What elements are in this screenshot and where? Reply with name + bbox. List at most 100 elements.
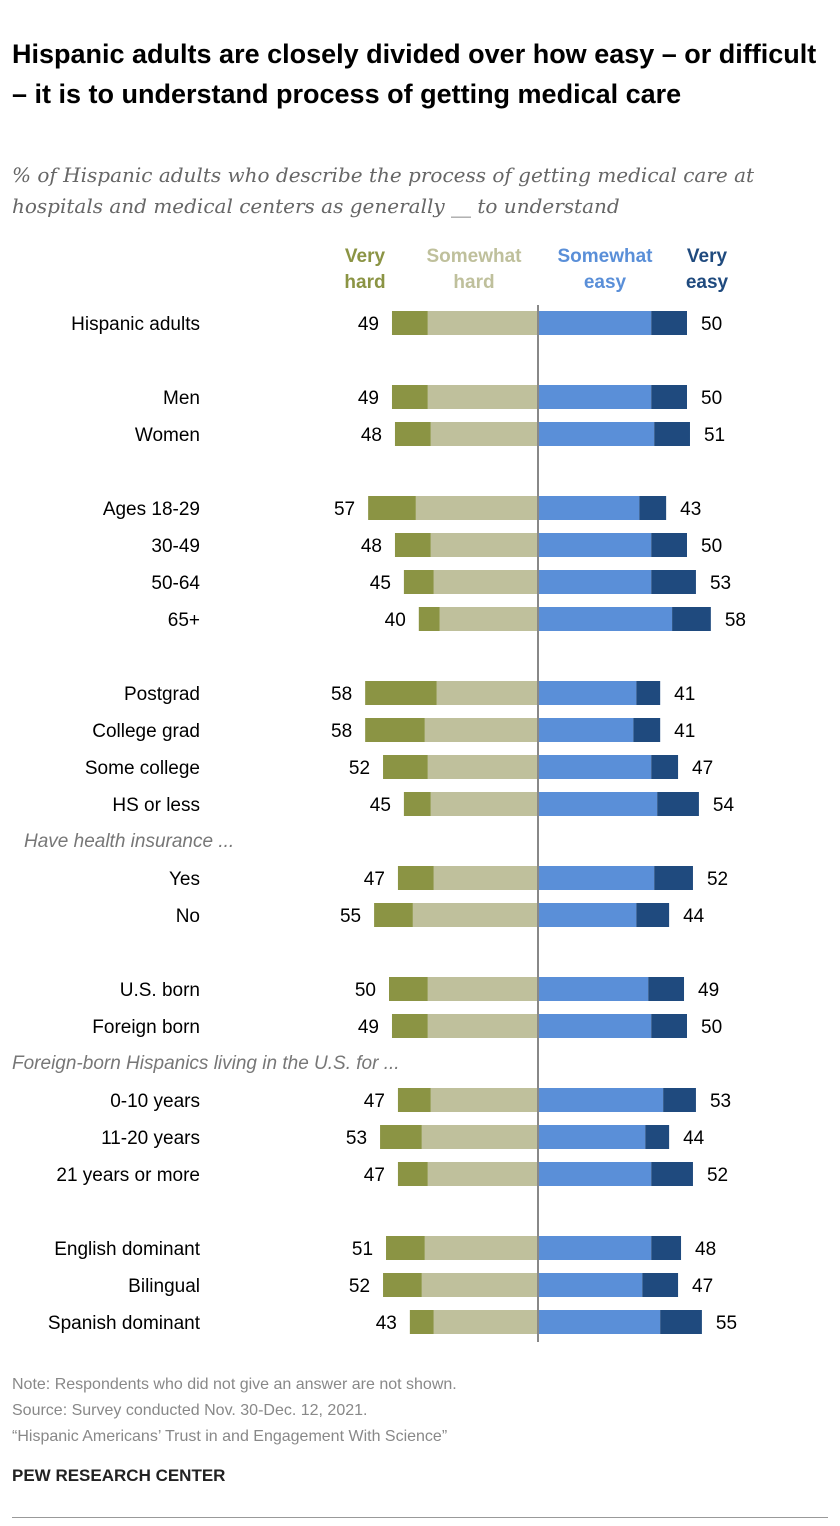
easy-total-label: 47 bbox=[692, 758, 713, 779]
hard-total-label: 52 bbox=[349, 1276, 370, 1297]
bar-very-hard bbox=[403, 570, 434, 594]
easy-total-label: 50 bbox=[701, 388, 722, 409]
easy-total-label: 49 bbox=[698, 980, 719, 1001]
bar-very-easy bbox=[633, 718, 661, 742]
bar-somewhat-easy bbox=[538, 1125, 646, 1149]
easy-total-label: 47 bbox=[692, 1276, 713, 1297]
bar-somewhat-hard bbox=[433, 866, 538, 890]
row-label: Some college bbox=[85, 758, 200, 779]
row-label: Postgrad bbox=[124, 684, 200, 705]
row-label: HS or less bbox=[112, 795, 200, 816]
legend-very-hard: Very hard bbox=[344, 246, 386, 293]
bar-somewhat-easy bbox=[538, 977, 649, 1001]
bar-somewhat-easy bbox=[538, 1236, 652, 1260]
hard-total-label: 48 bbox=[361, 425, 382, 446]
bar-somewhat-hard bbox=[427, 1162, 538, 1186]
easy-total-label: 55 bbox=[716, 1313, 737, 1334]
bar-very-easy bbox=[651, 1236, 682, 1260]
bar-somewhat-easy bbox=[538, 422, 655, 446]
bar-very-hard bbox=[383, 1273, 422, 1297]
bar-somewhat-easy bbox=[538, 1014, 652, 1038]
row-label: Men bbox=[163, 388, 200, 409]
row-label: Yes bbox=[169, 869, 200, 890]
hard-total-label: 57 bbox=[334, 499, 355, 520]
hard-total-label: 55 bbox=[340, 906, 361, 927]
source-text: Source: Survey conducted Nov. 30-Dec. 12… bbox=[12, 1402, 368, 1419]
bar-very-hard bbox=[409, 1310, 434, 1334]
easy-total-label: 50 bbox=[701, 536, 722, 557]
bar-very-hard bbox=[403, 792, 431, 816]
row-label: Foreign born bbox=[92, 1017, 200, 1038]
bar-very-easy bbox=[645, 1125, 670, 1149]
hard-total-label: 47 bbox=[364, 1091, 385, 1112]
bar-somewhat-hard bbox=[430, 533, 538, 557]
bar-very-hard bbox=[374, 903, 413, 927]
bar-somewhat-easy bbox=[538, 570, 652, 594]
bar-very-easy bbox=[672, 607, 711, 631]
bar-somewhat-easy bbox=[538, 792, 658, 816]
bar-very-hard bbox=[365, 718, 425, 742]
chart-subtitle: % of Hispanic adults who describe the pr… bbox=[12, 163, 755, 218]
bar-somewhat-hard bbox=[421, 1273, 538, 1297]
hard-total-label: 49 bbox=[358, 1017, 379, 1038]
bar-very-easy bbox=[642, 1273, 679, 1297]
bar-somewhat-hard bbox=[430, 792, 538, 816]
bar-somewhat-hard bbox=[412, 903, 538, 927]
report-text: “Hispanic Americans’ Trust in and Engage… bbox=[12, 1428, 448, 1445]
bar-somewhat-easy bbox=[538, 1273, 643, 1297]
bar-very-easy bbox=[651, 385, 687, 409]
bar-somewhat-hard bbox=[421, 1125, 538, 1149]
group-heading: Foreign-born Hispanics living in the U.S… bbox=[12, 1053, 400, 1074]
bar-somewhat-easy bbox=[538, 903, 637, 927]
row-label: U.S. born bbox=[120, 980, 200, 1001]
hard-total-label: 50 bbox=[355, 980, 376, 1001]
pew-logo-text: PEW RESEARCH CENTER bbox=[12, 1466, 226, 1485]
bar-somewhat-hard bbox=[433, 1310, 538, 1334]
hard-total-label: 53 bbox=[346, 1128, 367, 1149]
row-label: Ages 18-29 bbox=[103, 499, 200, 520]
bar-very-easy bbox=[636, 903, 670, 927]
easy-total-label: 48 bbox=[695, 1239, 716, 1260]
bar-very-hard bbox=[418, 607, 440, 631]
row-label: 0-10 years bbox=[110, 1091, 200, 1112]
bar-very-easy bbox=[663, 1088, 696, 1112]
bar-somewhat-hard bbox=[436, 681, 538, 705]
bar-very-hard bbox=[389, 977, 428, 1001]
bar-very-easy bbox=[651, 755, 679, 779]
bar-somewhat-hard bbox=[430, 1088, 538, 1112]
easy-total-label: 58 bbox=[725, 610, 746, 631]
easy-total-label: 54 bbox=[713, 795, 735, 816]
row-label: 65+ bbox=[168, 610, 200, 631]
bar-somewhat-easy bbox=[538, 681, 637, 705]
bar-somewhat-hard bbox=[439, 607, 538, 631]
bar-very-hard bbox=[394, 422, 431, 446]
bar-somewhat-hard bbox=[430, 422, 538, 446]
bar-somewhat-easy bbox=[538, 496, 640, 520]
bar-somewhat-hard bbox=[415, 496, 538, 520]
bar-very-easy bbox=[657, 792, 699, 816]
bar-very-easy bbox=[654, 866, 693, 890]
bar-somewhat-easy bbox=[538, 1310, 661, 1334]
easy-total-label: 41 bbox=[674, 721, 695, 742]
legend-very-easy: Very easy bbox=[685, 246, 729, 293]
bar-somewhat-hard bbox=[427, 311, 538, 335]
bar-very-hard bbox=[380, 1125, 422, 1149]
row-label: 50-64 bbox=[151, 573, 200, 594]
hard-total-label: 45 bbox=[370, 573, 391, 594]
bar-somewhat-easy bbox=[538, 533, 652, 557]
bar-very-easy bbox=[654, 422, 690, 446]
bar-very-easy bbox=[651, 1162, 693, 1186]
easy-total-label: 52 bbox=[707, 1165, 728, 1186]
row-label: 11-20 years bbox=[101, 1128, 200, 1149]
bar-very-hard bbox=[394, 533, 431, 557]
hard-total-label: 47 bbox=[364, 1165, 385, 1186]
row-label: Bilingual bbox=[128, 1276, 200, 1297]
note-text: Note: Respondents who did not give an an… bbox=[12, 1376, 457, 1393]
hard-total-label: 43 bbox=[376, 1313, 397, 1334]
bar-somewhat-easy bbox=[538, 866, 655, 890]
bar-somewhat-easy bbox=[538, 607, 673, 631]
bar-somewhat-hard bbox=[424, 1236, 538, 1260]
hard-total-label: 47 bbox=[364, 869, 385, 890]
bar-somewhat-hard bbox=[427, 755, 538, 779]
bar-very-hard bbox=[368, 496, 416, 520]
